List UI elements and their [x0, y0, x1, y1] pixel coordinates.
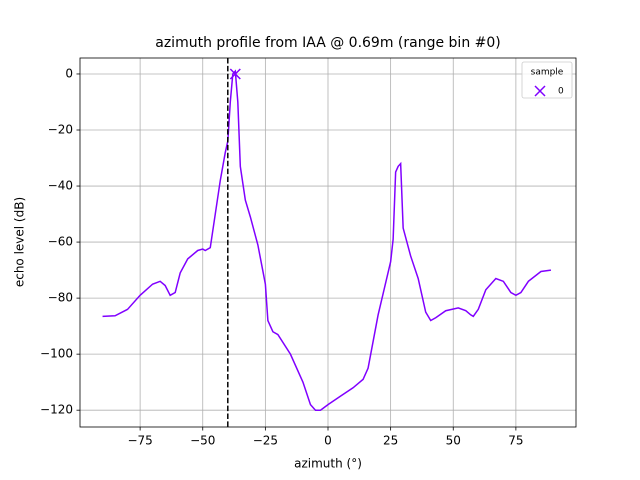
- legend-box: [521, 61, 573, 99]
- x-tick-label: −25: [253, 434, 278, 448]
- y-tick-label: 0: [65, 66, 73, 80]
- x-tick-label: −50: [190, 434, 215, 448]
- y-tick-label: −120: [40, 403, 73, 417]
- x-axis-label: azimuth (°): [294, 457, 362, 471]
- x-tick-label: −75: [127, 434, 152, 448]
- chart-title: azimuth profile from IAA @ 0.69m (range …: [155, 35, 501, 51]
- x-tick-label: 75: [508, 434, 523, 448]
- x-tick-label: 0: [324, 434, 332, 448]
- x-tick-label: 50: [446, 434, 461, 448]
- legend-label: 0: [558, 87, 564, 97]
- y-tick-label: −60: [48, 235, 73, 249]
- legend-title: sample: [531, 68, 564, 78]
- line: [102, 69, 552, 411]
- y-tick-label: −20: [48, 123, 73, 137]
- marker: [229, 68, 241, 80]
- legend-marker: [534, 85, 546, 97]
- y-axis-label: echo level (dB): [13, 197, 27, 287]
- y-tick-label: −40: [48, 179, 73, 193]
- x-tick-label: 25: [383, 434, 398, 448]
- axes-frame: [79, 57, 577, 428]
- y-tick-label: −100: [40, 347, 73, 361]
- y-tick-label: −80: [48, 291, 73, 305]
